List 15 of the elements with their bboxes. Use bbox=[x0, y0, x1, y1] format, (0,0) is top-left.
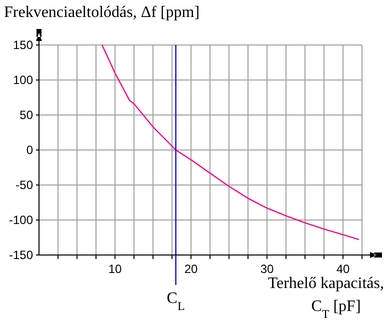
y-axis-title: Frekvenciaeltolódás, Δf [ppm] bbox=[4, 4, 200, 21]
x-tick-label: 30 bbox=[260, 262, 274, 276]
line-series bbox=[101, 44, 360, 240]
y-tick-label: -100 bbox=[8, 213, 34, 227]
y-tick-label: 50 bbox=[20, 108, 34, 122]
y-tick-label: 150 bbox=[12, 38, 34, 52]
ref-line-label: C$_{L}$ bbox=[166, 290, 185, 313]
x-tick-label: 10 bbox=[108, 262, 122, 276]
x-tick-label: 40 bbox=[336, 262, 350, 276]
x-axis-title: Terhelő kapacitás, C$_{T}$ [pF] bbox=[268, 275, 384, 321]
y-tick-label: -150 bbox=[8, 248, 34, 262]
x-tick-label: 20 bbox=[184, 262, 198, 276]
y-tick-label: -50 bbox=[16, 178, 34, 192]
y-tick-label: 100 bbox=[12, 73, 34, 87]
y-tick-label: 0 bbox=[26, 143, 34, 157]
